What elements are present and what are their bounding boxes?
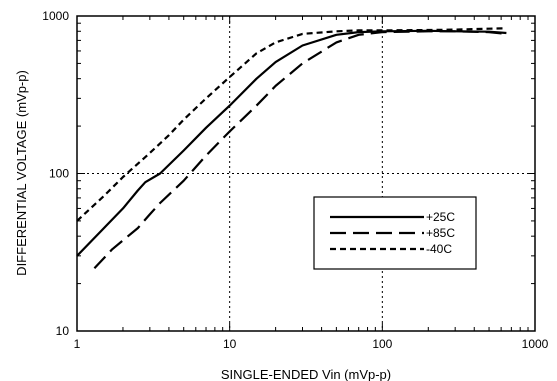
legend-label: +85C [426,226,455,240]
legend-label: -40C [426,242,452,256]
x-tick-label: 100 [372,337,392,351]
legend: +25C +85C -40C [313,196,477,270]
x-tick-label: 10 [223,337,237,351]
series-line-3 [76,27,507,222]
series-layer [76,27,507,270]
series-line-2 [93,30,507,270]
x-tick-label: 1000 [522,337,549,351]
grid-lines [77,16,535,331]
x-tick-label: 1 [74,337,81,351]
axis-ticks: 1 10 100 1000 10 100 1000 [42,9,548,351]
plot-area [76,15,536,332]
y-tick-label: 100 [49,167,69,181]
y-tick-label: 10 [56,324,70,338]
legend-label: +25C [426,210,455,224]
y-tick-label: 1000 [42,9,69,23]
y-axis-title: DIFFERENTIAL VOLTAGE (mVp-p) [14,70,29,276]
x-axis-title: SINGLE-ENDED Vin (mVp-p) [221,367,391,381]
